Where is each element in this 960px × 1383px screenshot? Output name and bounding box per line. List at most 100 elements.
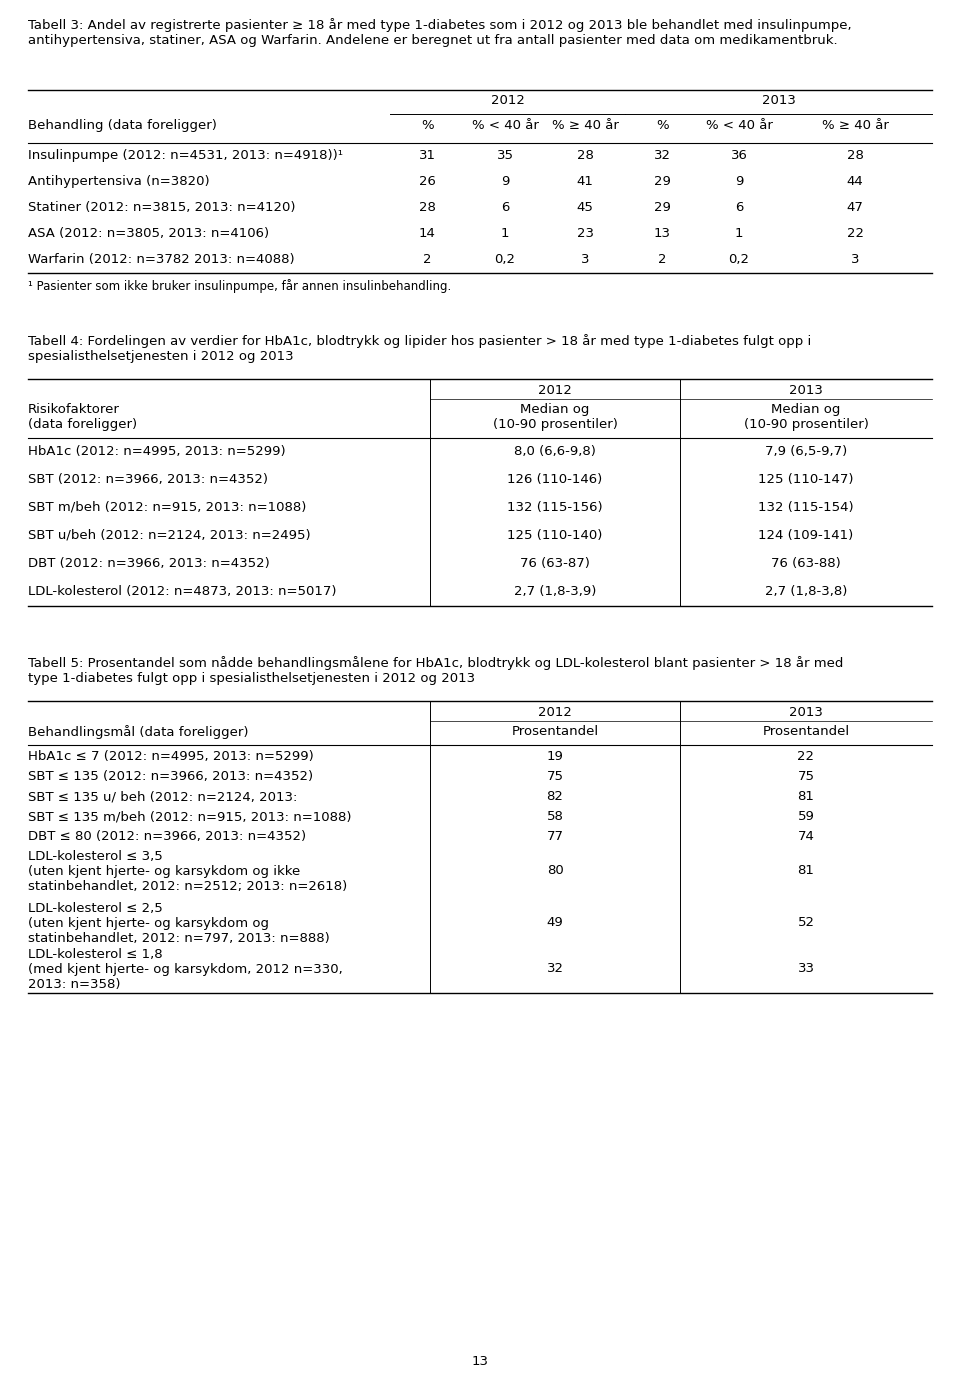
Text: 8,0 (6,6-9,8): 8,0 (6,6-9,8)	[514, 445, 596, 458]
Text: 132 (115-154): 132 (115-154)	[758, 501, 853, 514]
Text: 3: 3	[581, 253, 589, 266]
Text: 2013: 2013	[761, 94, 796, 106]
Text: Risikofaktorer
(data foreligger): Risikofaktorer (data foreligger)	[28, 402, 137, 431]
Text: 1: 1	[501, 227, 509, 241]
Text: 13: 13	[654, 227, 671, 241]
Text: 2,7 (1,8-3,9): 2,7 (1,8-3,9)	[514, 585, 596, 597]
Text: 2: 2	[423, 253, 432, 266]
Text: 0,2: 0,2	[729, 253, 750, 266]
Text: 28: 28	[847, 149, 863, 162]
Text: 2012: 2012	[538, 705, 572, 719]
Text: 59: 59	[798, 810, 814, 823]
Text: 2,7 (1,8-3,8): 2,7 (1,8-3,8)	[765, 585, 847, 597]
Text: 2012: 2012	[538, 384, 572, 397]
Text: %: %	[657, 119, 669, 131]
Text: 80: 80	[546, 864, 564, 877]
Text: 22: 22	[798, 750, 814, 763]
Text: SBT (2012: n=3966, 2013: n=4352): SBT (2012: n=3966, 2013: n=4352)	[28, 473, 268, 485]
Text: 28: 28	[577, 149, 593, 162]
Text: 32: 32	[654, 149, 671, 162]
Text: 126 (110-146): 126 (110-146)	[508, 473, 603, 485]
Text: Median og
(10-90 prosentiler): Median og (10-90 prosentiler)	[744, 402, 869, 431]
Text: 2: 2	[659, 253, 667, 266]
Text: DBT ≤ 80 (2012: n=3966, 2013: n=4352): DBT ≤ 80 (2012: n=3966, 2013: n=4352)	[28, 830, 306, 844]
Text: 125 (110-140): 125 (110-140)	[507, 530, 603, 542]
Text: 29: 29	[654, 176, 671, 188]
Text: 22: 22	[847, 227, 863, 241]
Text: SBT ≤ 135 m/beh (2012: n=915, 2013: n=1088): SBT ≤ 135 m/beh (2012: n=915, 2013: n=10…	[28, 810, 351, 823]
Text: 81: 81	[798, 864, 814, 877]
Text: 23: 23	[577, 227, 593, 241]
Text: HbA1c ≤ 7 (2012: n=4995, 2013: n=5299): HbA1c ≤ 7 (2012: n=4995, 2013: n=5299)	[28, 750, 314, 763]
Text: Tabell 5: Prosentandel som nådde behandlingsmålene for HbA1c, blodtrykk og LDL-k: Tabell 5: Prosentandel som nådde behandl…	[28, 656, 844, 685]
Text: 49: 49	[546, 916, 564, 929]
Text: 47: 47	[847, 201, 863, 214]
Text: 2013: 2013	[789, 705, 823, 719]
Text: LDL-kolesterol ≤ 1,8
(med kjent hjerte- og karsykdom, 2012 n=330,
2013: n=358): LDL-kolesterol ≤ 1,8 (med kjent hjerte- …	[28, 947, 343, 992]
Text: Tabell 4: Fordelingen av verdier for HbA1c, blodtrykk og lipider hos pasienter >: Tabell 4: Fordelingen av verdier for HbA…	[28, 335, 811, 362]
Text: 7,9 (6,5-9,7): 7,9 (6,5-9,7)	[765, 445, 847, 458]
Text: 19: 19	[546, 750, 564, 763]
Text: 9: 9	[734, 176, 743, 188]
Text: DBT (2012: n=3966, 2013: n=4352): DBT (2012: n=3966, 2013: n=4352)	[28, 557, 270, 570]
Text: 58: 58	[546, 810, 564, 823]
Text: 74: 74	[798, 830, 814, 844]
Text: 26: 26	[420, 176, 436, 188]
Text: Prosentandel: Prosentandel	[762, 725, 850, 739]
Text: Insulinpumpe (2012: n=4531, 2013: n=4918))¹: Insulinpumpe (2012: n=4531, 2013: n=4918…	[28, 149, 343, 162]
Text: 35: 35	[496, 149, 514, 162]
Text: Behandling (data foreligger): Behandling (data foreligger)	[28, 119, 217, 131]
Text: 75: 75	[798, 770, 814, 783]
Text: 52: 52	[798, 916, 814, 929]
Text: 132 (115-156): 132 (115-156)	[507, 501, 603, 514]
Text: % ≥ 40 år: % ≥ 40 år	[822, 119, 888, 131]
Text: 124 (109-141): 124 (109-141)	[758, 530, 853, 542]
Text: 13: 13	[471, 1355, 489, 1368]
Text: %: %	[421, 119, 434, 131]
Text: 2012: 2012	[491, 94, 524, 106]
Text: SBT ≤ 135 u/ beh (2012: n=2124, 2013:: SBT ≤ 135 u/ beh (2012: n=2124, 2013:	[28, 790, 298, 804]
Text: % < 40 år: % < 40 år	[471, 119, 539, 131]
Text: SBT ≤ 135 (2012: n=3966, 2013: n=4352): SBT ≤ 135 (2012: n=3966, 2013: n=4352)	[28, 770, 313, 783]
Text: % ≥ 40 år: % ≥ 40 år	[552, 119, 618, 131]
Text: 14: 14	[420, 227, 436, 241]
Text: SBT u/beh (2012: n=2124, 2013: n=2495): SBT u/beh (2012: n=2124, 2013: n=2495)	[28, 530, 311, 542]
Text: 2013: 2013	[789, 384, 823, 397]
Text: ASA (2012: n=3805, 2013: n=4106): ASA (2012: n=3805, 2013: n=4106)	[28, 227, 269, 241]
Text: ¹ Pasienter som ikke bruker insulinpumpe, får annen insulinbehandling.: ¹ Pasienter som ikke bruker insulinpumpe…	[28, 279, 451, 293]
Text: 29: 29	[654, 201, 671, 214]
Text: 28: 28	[420, 201, 436, 214]
Text: 0,2: 0,2	[494, 253, 516, 266]
Text: 76 (63-87): 76 (63-87)	[520, 557, 590, 570]
Text: 81: 81	[798, 790, 814, 804]
Text: SBT m/beh (2012: n=915, 2013: n=1088): SBT m/beh (2012: n=915, 2013: n=1088)	[28, 501, 306, 514]
Text: 31: 31	[419, 149, 436, 162]
Text: % < 40 år: % < 40 år	[706, 119, 773, 131]
Text: 32: 32	[546, 963, 564, 975]
Text: 9: 9	[501, 176, 509, 188]
Text: Prosentandel: Prosentandel	[512, 725, 599, 739]
Text: 36: 36	[731, 149, 748, 162]
Text: 82: 82	[546, 790, 564, 804]
Text: LDL-kolesterol ≤ 3,5
(uten kjent hjerte- og karsykdom og ikke
statinbehandlet, 2: LDL-kolesterol ≤ 3,5 (uten kjent hjerte-…	[28, 851, 348, 893]
Text: LDL-kolesterol (2012: n=4873, 2013: n=5017): LDL-kolesterol (2012: n=4873, 2013: n=50…	[28, 585, 337, 597]
Text: 77: 77	[546, 830, 564, 844]
Text: 75: 75	[546, 770, 564, 783]
Text: HbA1c (2012: n=4995, 2013: n=5299): HbA1c (2012: n=4995, 2013: n=5299)	[28, 445, 286, 458]
Text: Statiner (2012: n=3815, 2013: n=4120): Statiner (2012: n=3815, 2013: n=4120)	[28, 201, 296, 214]
Text: 6: 6	[734, 201, 743, 214]
Text: 45: 45	[577, 201, 593, 214]
Text: Behandlingsmål (data foreligger): Behandlingsmål (data foreligger)	[28, 725, 249, 739]
Text: 6: 6	[501, 201, 509, 214]
Text: Antihypertensiva (n=3820): Antihypertensiva (n=3820)	[28, 176, 209, 188]
Text: Warfarin (2012: n=3782 2013: n=4088): Warfarin (2012: n=3782 2013: n=4088)	[28, 253, 295, 266]
Text: 76 (63-88): 76 (63-88)	[771, 557, 841, 570]
Text: 44: 44	[847, 176, 863, 188]
Text: 3: 3	[851, 253, 859, 266]
Text: 33: 33	[798, 963, 814, 975]
Text: 125 (110-147): 125 (110-147)	[758, 473, 853, 485]
Text: 1: 1	[734, 227, 743, 241]
Text: Tabell 3: Andel av registrerte pasienter ≥ 18 år med type 1-diabetes som i 2012 : Tabell 3: Andel av registrerte pasienter…	[28, 18, 852, 47]
Text: 41: 41	[577, 176, 593, 188]
Text: Median og
(10-90 prosentiler): Median og (10-90 prosentiler)	[492, 402, 617, 431]
